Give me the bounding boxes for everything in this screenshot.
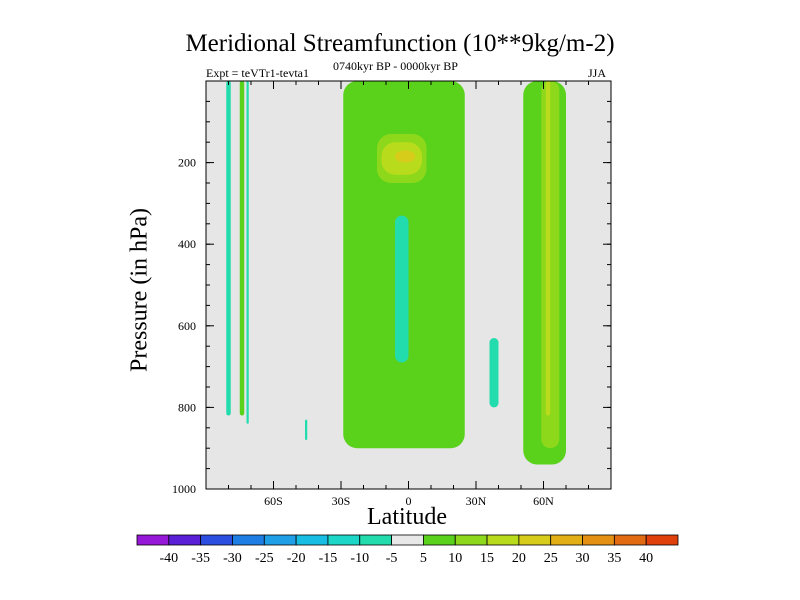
experiment-label: Expt = teVTr1-tevta1: [206, 66, 309, 80]
colorbar-label: -15: [319, 551, 338, 566]
colorbar-label: 30: [576, 551, 590, 566]
colorbar-label: 5: [420, 551, 427, 566]
colorbar-label: -10: [350, 551, 369, 566]
colorbar-swatch: [359, 534, 392, 546]
colorbar-swatch: [327, 534, 361, 546]
colorbar-swatch: [391, 534, 424, 546]
x-axis-label: Latitude: [367, 504, 447, 530]
colorbar-swatch: [582, 534, 615, 546]
colorbar-label: -5: [386, 551, 398, 566]
x-tick-label: 60S: [264, 494, 283, 508]
colorbar-swatch: [232, 534, 265, 546]
colorbar-label: 10: [448, 551, 462, 566]
contour-region-2: [239, 81, 245, 416]
colorbar-label: -40: [159, 551, 178, 566]
colorbar-swatch: [263, 534, 297, 546]
y-tick-label: 600: [178, 319, 196, 333]
colorbar-swatch: [518, 534, 552, 546]
colorbar-label: -25: [255, 551, 274, 566]
colorbar-label: 25: [544, 551, 558, 566]
period-label: 0740kyr BP - 0000kyr BP: [333, 59, 458, 73]
x-tick-label: 60N: [533, 494, 554, 508]
contour-region-8: [395, 150, 416, 163]
colorbar-label: 40: [639, 551, 653, 566]
colorbar-swatch: [550, 534, 583, 546]
x-tick-label: 30N: [466, 494, 487, 508]
colorbar-swatch: [486, 534, 520, 546]
colorbar-swatch: [613, 534, 647, 546]
colorbar-swatch: [423, 534, 456, 546]
colorbar-swatch: [200, 534, 233, 546]
colorbar-swatch: [168, 534, 202, 546]
chart-title: Meridional Streamfunction (10**9kg/m-2): [185, 30, 615, 57]
contour-region-13: [545, 81, 551, 416]
y-tick-label: 200: [178, 156, 196, 170]
x-tick-label: 0: [406, 494, 412, 508]
colorbar-swatch: [645, 534, 679, 546]
colorbar-swatch: [295, 534, 329, 546]
colorbar-label: 15: [480, 551, 494, 566]
y-tick-label: 800: [178, 400, 196, 414]
contour-region-4: [305, 419, 308, 441]
contour-region-3: [246, 81, 249, 424]
colorbar-label: -30: [223, 551, 242, 566]
y-tick-label: 1000: [172, 482, 196, 496]
colorbar-swatch: [136, 534, 170, 546]
y-tick-label: 400: [178, 237, 196, 251]
season-label: JJA: [588, 66, 607, 80]
contour-region-9: [395, 215, 409, 363]
colorbar-label: -35: [191, 551, 210, 566]
colorbar-swatch: [454, 534, 488, 546]
x-tick-label: 30S: [332, 494, 351, 508]
colorbar-label: 20: [512, 551, 526, 566]
contour-region-10: [489, 338, 499, 408]
colorbar-label: -20: [287, 551, 306, 566]
contour-region-1: [226, 81, 231, 416]
colorbar-label: 35: [607, 551, 621, 566]
